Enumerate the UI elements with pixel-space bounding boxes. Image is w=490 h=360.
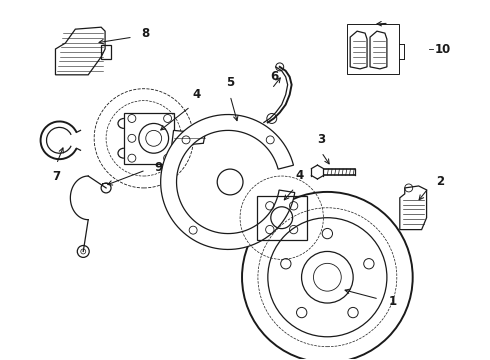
Polygon shape bbox=[161, 114, 295, 249]
Polygon shape bbox=[172, 130, 205, 146]
Text: 9: 9 bbox=[155, 161, 163, 174]
Text: 7: 7 bbox=[52, 170, 61, 183]
Polygon shape bbox=[55, 27, 105, 75]
Bar bbox=[124, 113, 173, 164]
Text: 4: 4 bbox=[295, 169, 304, 182]
Bar bbox=[257, 196, 307, 239]
Polygon shape bbox=[370, 31, 387, 69]
Text: 4: 4 bbox=[192, 87, 200, 100]
Bar bbox=[101, 45, 111, 59]
Text: 3: 3 bbox=[318, 133, 325, 146]
Text: 5: 5 bbox=[226, 76, 234, 89]
Text: 2: 2 bbox=[437, 175, 444, 189]
Polygon shape bbox=[400, 186, 427, 230]
Text: 8: 8 bbox=[141, 27, 149, 40]
Polygon shape bbox=[350, 31, 367, 69]
Bar bbox=[347, 24, 399, 74]
Text: 6: 6 bbox=[270, 70, 279, 83]
Text: 10: 10 bbox=[435, 42, 451, 55]
Text: 1: 1 bbox=[389, 294, 397, 307]
